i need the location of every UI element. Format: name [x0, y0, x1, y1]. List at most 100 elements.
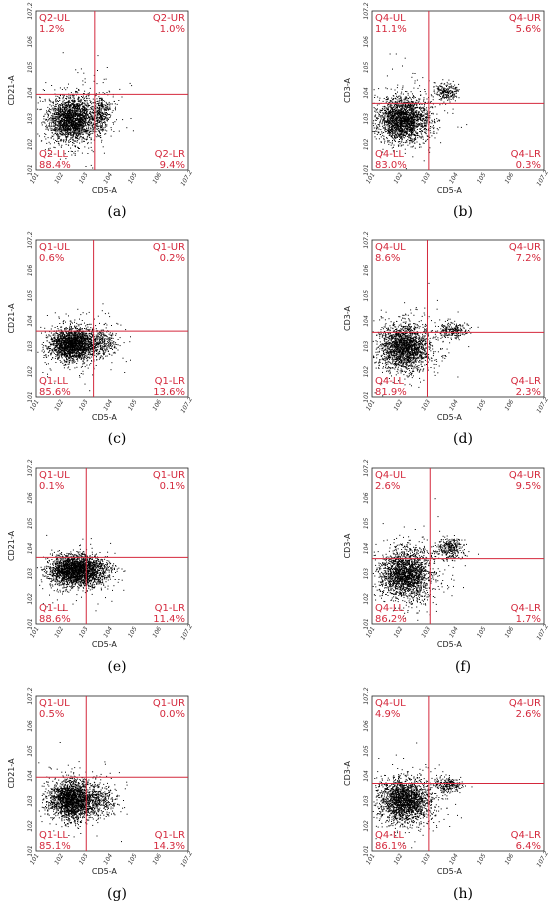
data-point — [57, 95, 59, 97]
data-point — [52, 101, 54, 103]
data-point — [389, 142, 391, 144]
data-point — [97, 109, 99, 111]
data-point — [396, 116, 398, 118]
data-point — [448, 91, 450, 93]
data-point — [427, 101, 429, 103]
data-point — [58, 122, 60, 124]
data-point — [405, 107, 407, 108]
data-point — [58, 128, 60, 130]
data-point — [38, 135, 40, 137]
quadrant-lr-value: 9.4% — [160, 160, 185, 171]
data-point — [395, 118, 397, 120]
data-point — [421, 125, 423, 127]
data-point — [55, 109, 57, 111]
data-point — [415, 125, 417, 127]
data-point — [64, 110, 66, 112]
data-point — [384, 129, 386, 131]
data-point — [77, 122, 79, 123]
data-point — [80, 122, 82, 124]
data-point — [390, 115, 392, 117]
data-point — [73, 110, 75, 112]
data-point — [408, 98, 409, 99]
data-point — [383, 118, 385, 120]
data-point — [384, 123, 385, 125]
data-point — [49, 109, 51, 110]
data-point — [108, 117, 110, 119]
data-point — [79, 134, 81, 136]
data-point — [410, 114, 411, 116]
data-point — [399, 141, 401, 142]
data-point — [66, 128, 68, 130]
data-point — [397, 111, 399, 113]
data-point — [441, 90, 443, 92]
data-point — [392, 124, 393, 126]
data-point — [412, 156, 414, 158]
data-point — [395, 134, 397, 136]
data-point — [377, 111, 379, 113]
data-point — [412, 104, 414, 106]
data-point — [65, 124, 67, 126]
data-point — [391, 104, 393, 106]
data-point — [426, 116, 428, 118]
data-point — [400, 120, 402, 122]
data-point — [75, 111, 77, 113]
data-point — [73, 106, 75, 108]
data-point — [98, 104, 100, 106]
data-point — [44, 100, 46, 102]
data-point — [79, 118, 81, 120]
data-point — [62, 128, 64, 129]
data-point — [57, 135, 59, 137]
data-point — [75, 133, 77, 135]
data-point — [63, 115, 65, 117]
data-point — [68, 95, 70, 97]
data-point — [405, 106, 407, 108]
data-point — [79, 327, 81, 329]
data-point — [424, 128, 426, 130]
data-point — [407, 119, 409, 121]
data-point — [63, 106, 65, 108]
data-point — [395, 93, 397, 95]
data-point — [444, 110, 446, 112]
data-point — [383, 98, 385, 99]
data-point — [71, 125, 73, 127]
data-point — [71, 117, 73, 119]
data-point — [97, 135, 99, 137]
data-point — [437, 86, 439, 88]
data-point — [59, 158, 61, 160]
data-point — [78, 115, 80, 117]
data-point — [425, 133, 427, 135]
data-point — [395, 136, 397, 138]
data-point — [400, 121, 402, 123]
data-point — [63, 99, 65, 101]
data-point — [406, 129, 408, 131]
data-point — [98, 105, 100, 107]
data-point — [105, 113, 106, 115]
data-point — [100, 112, 102, 114]
data-point — [77, 123, 79, 125]
data-point — [59, 109, 61, 111]
data-point — [88, 124, 90, 126]
data-point — [416, 126, 418, 128]
data-point — [408, 122, 410, 124]
data-point — [444, 83, 446, 85]
data-point — [396, 130, 398, 132]
data-point — [382, 151, 384, 153]
data-point — [89, 134, 91, 136]
data-point — [64, 108, 66, 110]
data-point — [391, 108, 393, 110]
data-point — [377, 127, 379, 129]
data-point — [404, 112, 406, 113]
data-point — [391, 128, 393, 130]
data-point — [55, 95, 57, 97]
data-point — [408, 106, 410, 108]
data-point — [99, 130, 100, 132]
data-point — [455, 88, 456, 90]
data-point — [81, 107, 83, 109]
data-point — [71, 113, 73, 115]
data-point — [422, 118, 424, 120]
data-point — [58, 107, 60, 109]
data-point — [104, 119, 106, 121]
data-point — [61, 126, 63, 128]
data-point — [384, 107, 386, 109]
data-point — [423, 129, 425, 131]
